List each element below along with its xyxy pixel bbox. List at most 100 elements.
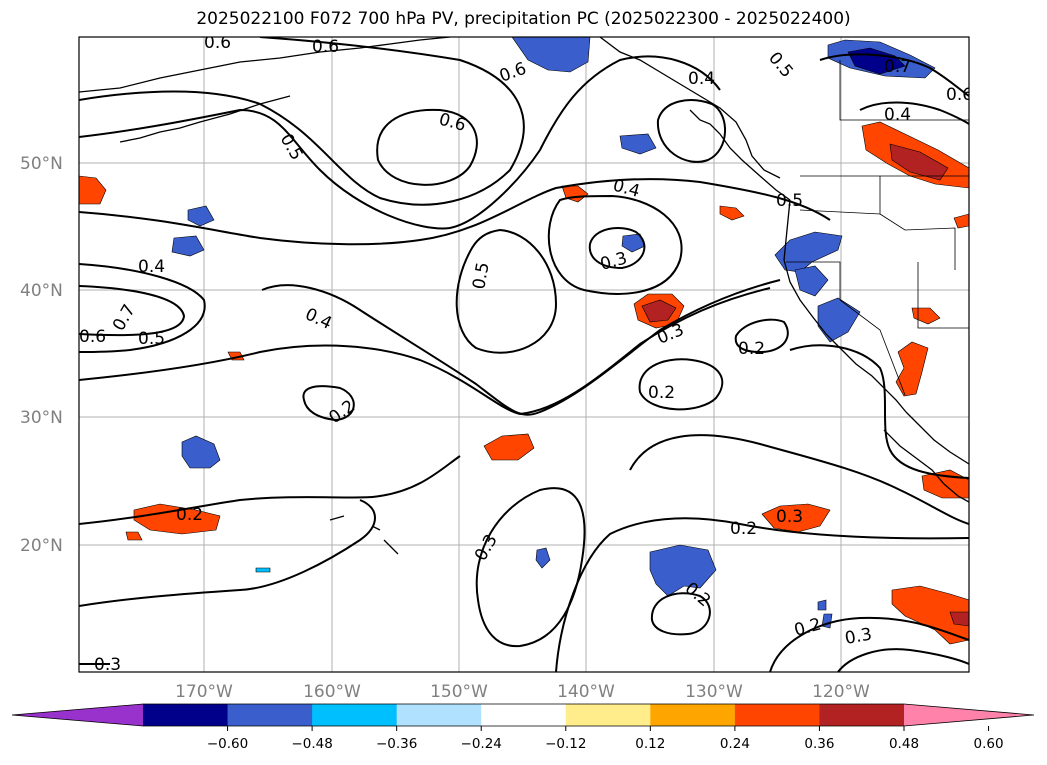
colorbar-tick-label: −0.60: [207, 736, 248, 752]
contour-label: 0.2: [176, 505, 203, 525]
pv-contour: [79, 285, 186, 337]
pv-contour: [455, 228, 558, 354]
latitude-labels: 50°N 40°N 30°N 20°N: [20, 154, 63, 556]
lon-label: 170°W: [175, 682, 233, 702]
precip-patch: [255, 567, 271, 573]
colorbar-tick-label: −0.48: [291, 736, 332, 752]
precip-patch: [761, 503, 831, 533]
lon-label: 140°W: [557, 682, 615, 702]
pv-contour: [547, 194, 683, 295]
contour-label: 0.5: [469, 261, 493, 291]
pv-contour: [79, 499, 376, 607]
precip-patch: [79, 175, 107, 205]
coastline-bc-islands: [689, 109, 791, 201]
colorbar-extend-high: [904, 704, 1034, 726]
colorbar-tick-label: 0.12: [635, 736, 665, 752]
coastline-alaska-islands: [119, 95, 291, 143]
lat-label: 30°N: [20, 408, 63, 428]
pv-contour: [79, 455, 461, 525]
colorbar-extend-low: [12, 704, 143, 726]
colorbar-outline: [11, 703, 1035, 727]
pv-contour: [79, 37, 525, 206]
contour-label: 0.4: [688, 69, 715, 89]
precip-patch: [621, 233, 646, 253]
precip-patch: [535, 547, 551, 569]
precip-patch: [953, 213, 969, 229]
precip-patch: [483, 433, 535, 461]
colorbar-tick-label: 0.48: [889, 736, 919, 752]
contour-label: 0.2: [738, 339, 765, 359]
pv-contour: [588, 227, 646, 270]
colorbar-segment: [481, 704, 567, 726]
precip-patch: [821, 613, 833, 629]
precip-positive-patches: [79, 121, 969, 645]
precip-patch: [895, 341, 929, 397]
pv-contour: [79, 55, 721, 230]
precip-patch: [133, 503, 221, 535]
pv-contour: [629, 434, 969, 525]
lon-label: 160°W: [303, 682, 361, 702]
pv-contour: [656, 99, 726, 163]
longitude-labels: 170°W 160°W 150°W 140°W 130°W 120°W: [175, 682, 870, 702]
precip-patch: [817, 297, 861, 343]
pv-contour: [769, 616, 969, 672]
colorbar-segment: [565, 704, 651, 726]
precip-patch: [949, 611, 969, 627]
precip-patch: [891, 585, 969, 645]
colorbar-tick-label: −0.36: [376, 736, 417, 752]
colorbar-segment: [227, 704, 313, 726]
coastline-mexico: [905, 411, 969, 465]
colorbar-segment: [396, 704, 482, 726]
contour-label: 0.4: [884, 105, 911, 125]
pv-contour: [638, 358, 724, 411]
precip-patch: [641, 299, 677, 323]
coastline-baja: [883, 429, 969, 503]
lat-label: 50°N: [20, 154, 63, 174]
contour-label: 0.6: [79, 327, 106, 347]
contour-label: 0.3: [843, 625, 873, 649]
precip-patch: [619, 133, 657, 155]
precip-negative-patches: [171, 37, 936, 629]
precip-patch: [171, 235, 205, 257]
pv-contour: [475, 487, 586, 648]
pv-contour: [79, 263, 206, 353]
precip-patch: [719, 205, 745, 221]
lat-label: 20°N: [20, 536, 63, 556]
coastline-west-us: [783, 199, 907, 413]
contour-label: 0.7: [884, 57, 911, 77]
lat-label: 40°N: [20, 281, 63, 301]
map-frame: [78, 36, 970, 673]
pv-contour: [555, 517, 969, 672]
colorbar-segment: [650, 704, 736, 726]
contour-label: 0.5: [138, 329, 165, 349]
pv-contour: [650, 592, 711, 636]
colorbar-tick-label: −0.24: [461, 736, 502, 752]
precip-patch: [181, 435, 221, 469]
contour-label: 0.3: [776, 507, 803, 527]
colorbar-segment: [734, 704, 820, 726]
precip-patch: [817, 599, 827, 611]
colorbar: −0.60 −0.48 −0.36 −0.24 −0.12 0.12 0.24 0.36 0.4…: [11, 703, 1035, 752]
colorbar-tick-label: 0.36: [804, 736, 834, 752]
pv-contour: [79, 287, 771, 416]
pv-contour: [837, 648, 969, 672]
graticule: [79, 37, 969, 672]
colorbar-tick-label: 0.60: [974, 736, 1004, 752]
contour-label: 0.3: [94, 655, 121, 675]
map-title: 2025022100 F072 700 hPa PV, precipitatio…: [196, 9, 851, 29]
coastline-alaska-gulf: [599, 37, 781, 179]
precip-patch: [511, 37, 591, 73]
contour-label: 0.6: [204, 33, 231, 53]
colorbar-tick-label: −0.12: [545, 736, 586, 752]
lon-label: 130°W: [685, 682, 743, 702]
pv-contour: [79, 178, 831, 246]
contour-label: 0.4: [138, 257, 165, 277]
pv-contour: [376, 108, 478, 186]
colorbar-segment: [143, 704, 229, 726]
coastlines: [79, 37, 969, 555]
colorbar-segment: [819, 704, 905, 726]
lon-label: 150°W: [430, 682, 488, 702]
political-borders: [786, 60, 969, 396]
precip-patch: [649, 544, 717, 597]
